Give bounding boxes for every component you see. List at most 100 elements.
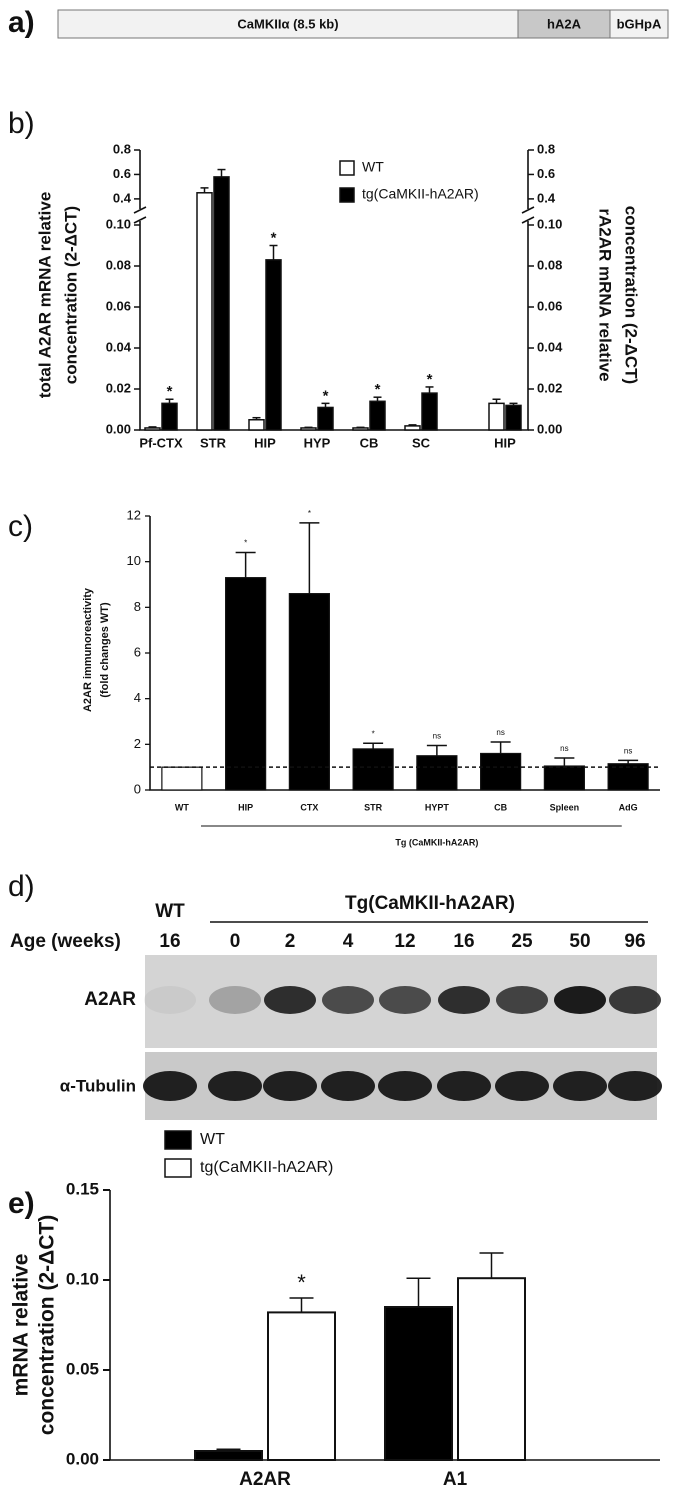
bar <box>352 748 394 791</box>
annotation: ns <box>624 746 632 755</box>
y2-tick-label: 0.06 <box>537 298 562 313</box>
age-label: Age (weeks) <box>10 931 121 952</box>
y-tick-label: 0.04 <box>106 339 132 354</box>
x-tick-label: HIP <box>494 435 516 450</box>
band <box>495 1071 549 1101</box>
segment-label: bGHpA <box>617 16 662 31</box>
y-axis-label: concentration (2-ΔCT) <box>36 1215 59 1435</box>
x-tick-label: HYPT <box>425 802 450 812</box>
annotation: * <box>375 381 381 398</box>
age-label: 50 <box>569 931 590 952</box>
y-tick-label: 2 <box>134 736 141 751</box>
x-tick-label: HYP <box>304 435 331 450</box>
annotation: * <box>323 387 329 404</box>
age-label: 96 <box>624 931 645 952</box>
bar <box>161 402 178 431</box>
y-tick-label: 0.4 <box>113 190 132 205</box>
band <box>264 986 316 1014</box>
y-tick-label: 0.00 <box>106 421 131 436</box>
y2-tick-label: 0.8 <box>537 141 555 156</box>
construct-segment <box>609 9 669 39</box>
y-tick-label: 0.10 <box>66 1269 99 1288</box>
band <box>553 1071 607 1101</box>
x-tick-label: CTX <box>300 802 318 812</box>
band <box>208 1071 262 1101</box>
age-label: 0 <box>230 931 241 952</box>
bar <box>404 425 421 431</box>
age-label: 16 <box>453 931 474 952</box>
wt-label: WT <box>155 901 185 922</box>
x-tick-label: HIP <box>238 802 253 812</box>
x-tick-label: SC <box>412 435 431 450</box>
y-axis-label: (fold changes WT) <box>99 602 111 698</box>
age-label: 12 <box>394 931 415 952</box>
row-label: A2AR <box>84 989 136 1010</box>
x-tick-label: AdG <box>619 802 638 812</box>
bar <box>543 765 585 791</box>
group-label: Tg (CaMKII-hA2AR) <box>395 837 478 847</box>
y-axis-label: total A2AR mRNA relative <box>35 192 54 399</box>
bar <box>607 763 649 791</box>
y-tick-label: 0.02 <box>106 380 131 395</box>
x-tick-label: A1 <box>443 1469 468 1490</box>
age-label: 16 <box>159 931 180 952</box>
bar <box>369 400 386 431</box>
y2-axis-label: rA2AR mRNA relative <box>596 208 615 381</box>
x-tick-label: Spleen <box>550 802 580 812</box>
legend-swatch <box>164 1130 192 1150</box>
x-tick-label: STR <box>200 435 227 450</box>
y-tick-label: 0.05 <box>66 1359 99 1378</box>
band <box>378 1071 432 1101</box>
y2-tick-label: 0.10 <box>537 216 562 231</box>
annotation: * <box>244 539 247 548</box>
band <box>379 986 431 1014</box>
y-tick-label: 10 <box>127 553 141 568</box>
x-tick-label: CB <box>494 802 507 812</box>
bar <box>352 427 369 431</box>
annotation: * <box>297 1270 306 1295</box>
panel-label: c) <box>8 510 33 543</box>
band <box>438 986 490 1014</box>
row-label: α-Tubulin <box>60 1076 136 1095</box>
x-tick-label: CB <box>360 435 379 450</box>
x-tick-label: HIP <box>254 435 276 450</box>
axis-line <box>133 206 535 224</box>
band <box>437 1071 491 1101</box>
bar <box>480 752 522 791</box>
annotation: * <box>372 729 375 738</box>
annotation: * <box>308 509 311 518</box>
y-tick-label: 6 <box>134 644 141 659</box>
y-axis-label: A2AR immunoreactivity <box>82 587 94 712</box>
segment-label: hA2A <box>547 16 582 31</box>
panel-label: b) <box>8 107 35 140</box>
bar <box>265 259 282 431</box>
bar <box>457 1277 526 1461</box>
bar <box>213 176 230 431</box>
annotation: * <box>271 229 277 246</box>
segment-label: CaMKIIα (8.5 kb) <box>237 16 338 31</box>
bar <box>384 1306 453 1461</box>
bar <box>267 1311 336 1462</box>
y2-tick-label: 0.6 <box>537 166 555 181</box>
y-tick-label: 0.6 <box>113 166 131 181</box>
y2-tick-label: 0.4 <box>537 190 556 205</box>
y-tick-label: 4 <box>134 690 141 705</box>
band <box>608 1071 662 1101</box>
band <box>322 986 374 1014</box>
band <box>554 986 606 1014</box>
bar <box>248 419 265 431</box>
legend-label: tg(CaMKII-hA2AR) <box>362 186 479 202</box>
legend-label: tg(CaMKII-hA2AR) <box>200 1159 333 1176</box>
y-tick-label: 0 <box>134 781 141 796</box>
band <box>143 1071 197 1101</box>
legend-swatch <box>339 187 355 203</box>
x-tick-label: WT <box>175 802 189 812</box>
x-tick-label: STR <box>364 802 383 812</box>
panel-label: a) <box>8 6 35 39</box>
construct-segment <box>517 9 611 39</box>
band <box>321 1071 375 1101</box>
bar <box>194 1450 263 1461</box>
y-tick-label: 0.8 <box>113 141 131 156</box>
legend-swatch <box>339 160 355 176</box>
